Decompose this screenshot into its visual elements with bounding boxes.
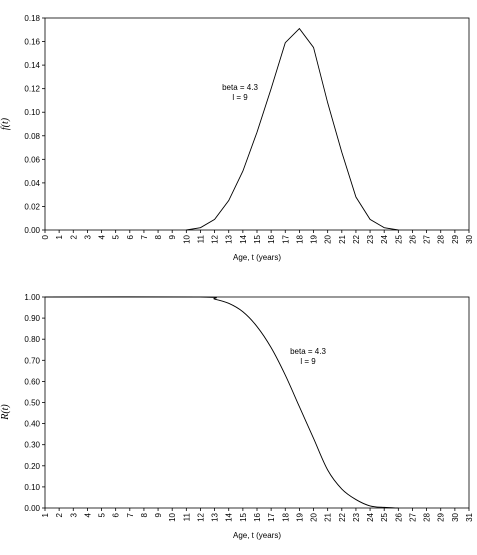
x-tick-label: 29: [451, 234, 460, 243]
x-tick-label: 30: [465, 234, 474, 243]
y-tick-label: 0.08: [24, 132, 40, 141]
chart-annotation: beta = 4.3: [222, 83, 258, 92]
x-tick-label: 5: [98, 512, 107, 517]
x-tick-label: 12: [196, 512, 205, 521]
x-tick-label: 4: [83, 512, 92, 517]
y-tick-label: 1.00: [24, 293, 40, 302]
x-tick-label: 25: [394, 234, 403, 243]
x-tick-label: 8: [140, 512, 149, 517]
y-tick-label: 0.50: [24, 399, 40, 408]
y-tick-label: 0.20: [24, 462, 40, 471]
x-tick-label: 14: [239, 234, 248, 243]
y-axis-label: f(t): [0, 117, 11, 130]
y-tick-label: 0.10: [24, 108, 40, 117]
x-tick-label: 22: [352, 234, 361, 243]
x-tick-label: 6: [126, 234, 135, 239]
x-tick-label: 7: [140, 234, 149, 239]
x-tick-label: 30: [451, 512, 460, 521]
x-tick-label: 21: [324, 512, 333, 521]
x-tick-label: 1: [55, 234, 64, 239]
x-tick-label: 2: [55, 512, 64, 517]
x-tick-label: 28: [423, 512, 432, 521]
x-tick-label: 4: [98, 234, 107, 239]
x-tick-label: 21: [338, 234, 347, 243]
x-tick-label: 26: [394, 512, 403, 521]
y-axis-label: R(t): [0, 404, 11, 421]
x-tick-label: 17: [281, 234, 290, 243]
x-tick-label: 7: [126, 512, 135, 517]
y-tick-label: 0.00: [24, 226, 40, 235]
x-tick-label: 8: [154, 234, 163, 239]
x-tick-label: 2: [69, 234, 78, 239]
y-tick-label: 0.14: [24, 61, 40, 70]
y-tick-label: 0.40: [24, 420, 40, 429]
x-tick-label: 19: [310, 234, 319, 243]
x-tick-label: 18: [281, 512, 290, 521]
x-tick-label: 16: [253, 512, 262, 521]
x-tick-label: 3: [83, 234, 92, 239]
x-tick-label: 0: [41, 234, 50, 239]
y-tick-label: 0.04: [24, 179, 40, 188]
x-tick-label: 6: [112, 512, 121, 517]
x-tick-label: 26: [408, 234, 417, 243]
y-tick-label: 0.18: [24, 14, 40, 23]
x-tick-label: 3: [69, 512, 78, 517]
x-tick-label: 13: [211, 512, 220, 521]
y-tick-label: 0.90: [24, 314, 40, 323]
y-tick-label: 0.60: [24, 377, 40, 386]
x-tick-label: 10: [168, 512, 177, 521]
y-tick-label: 0.80: [24, 335, 40, 344]
x-tick-label: 19: [295, 512, 304, 521]
plot-frame: [45, 297, 469, 508]
x-tick-label: 27: [423, 234, 432, 243]
x-tick-label: 11: [182, 512, 191, 521]
x-tick-label: 20: [324, 234, 333, 243]
x-tick-label: 24: [366, 512, 375, 521]
x-axis-label: Age, t (years): [233, 253, 281, 262]
x-tick-label: 27: [408, 512, 417, 521]
x-tick-label: 12: [211, 234, 220, 243]
series-line: [45, 297, 398, 508]
chart-2: 0.00 0.10 0.20 0.30 0.40 0.50 0.60 0.70 0.80 0.90…: [0, 293, 474, 540]
y-tick-label: 0.30: [24, 441, 40, 450]
y-tick-label: 0.70: [24, 356, 40, 365]
x-tick-label: 9: [168, 234, 177, 239]
x-tick-label: 16: [267, 234, 276, 243]
x-tick-label: 24: [380, 234, 389, 243]
y-tick-label: 0.00: [24, 504, 40, 513]
x-tick-label: 28: [437, 234, 446, 243]
x-tick-label: 29: [437, 512, 446, 521]
x-tick-label: 5: [112, 234, 121, 239]
chart-1: 0.00 0.02 0.04 0.06 0.08 0.10 0.12 0.14 0.16 0.18…: [0, 14, 474, 262]
y-tick-label: 0.16: [24, 38, 40, 47]
x-tick-label: 9: [154, 512, 163, 517]
x-tick-label: 17: [267, 512, 276, 521]
x-tick-label: 18: [295, 234, 304, 243]
y-tick-label: 0.06: [24, 155, 40, 164]
plot-frame: [45, 18, 469, 230]
y-tick-label: 0.02: [24, 202, 40, 211]
x-tick-label: 11: [196, 234, 205, 243]
x-tick-label: 23: [352, 512, 361, 521]
x-tick-label: 31: [465, 512, 474, 521]
chart-annotation: beta = 4.3: [290, 347, 326, 356]
x-tick-label: 1: [41, 512, 50, 517]
y-tick-label: 0.12: [24, 85, 40, 94]
y-tick-label: 0.10: [24, 483, 40, 492]
x-tick-label: 23: [366, 234, 375, 243]
series-line: [186, 29, 398, 230]
x-tick-label: 20: [310, 512, 319, 521]
x-tick-label: 15: [253, 234, 262, 243]
x-tick-label: 15: [239, 512, 248, 521]
x-tick-label: 10: [182, 234, 191, 243]
chart-annotation: l = 9: [300, 357, 316, 366]
chart-annotation: l = 9: [232, 93, 248, 102]
x-axis-label: Age, t (years): [233, 531, 281, 540]
x-tick-label: 25: [380, 512, 389, 521]
x-tick-label: 22: [338, 512, 347, 521]
x-tick-label: 13: [225, 234, 234, 243]
x-tick-label: 14: [225, 512, 234, 521]
